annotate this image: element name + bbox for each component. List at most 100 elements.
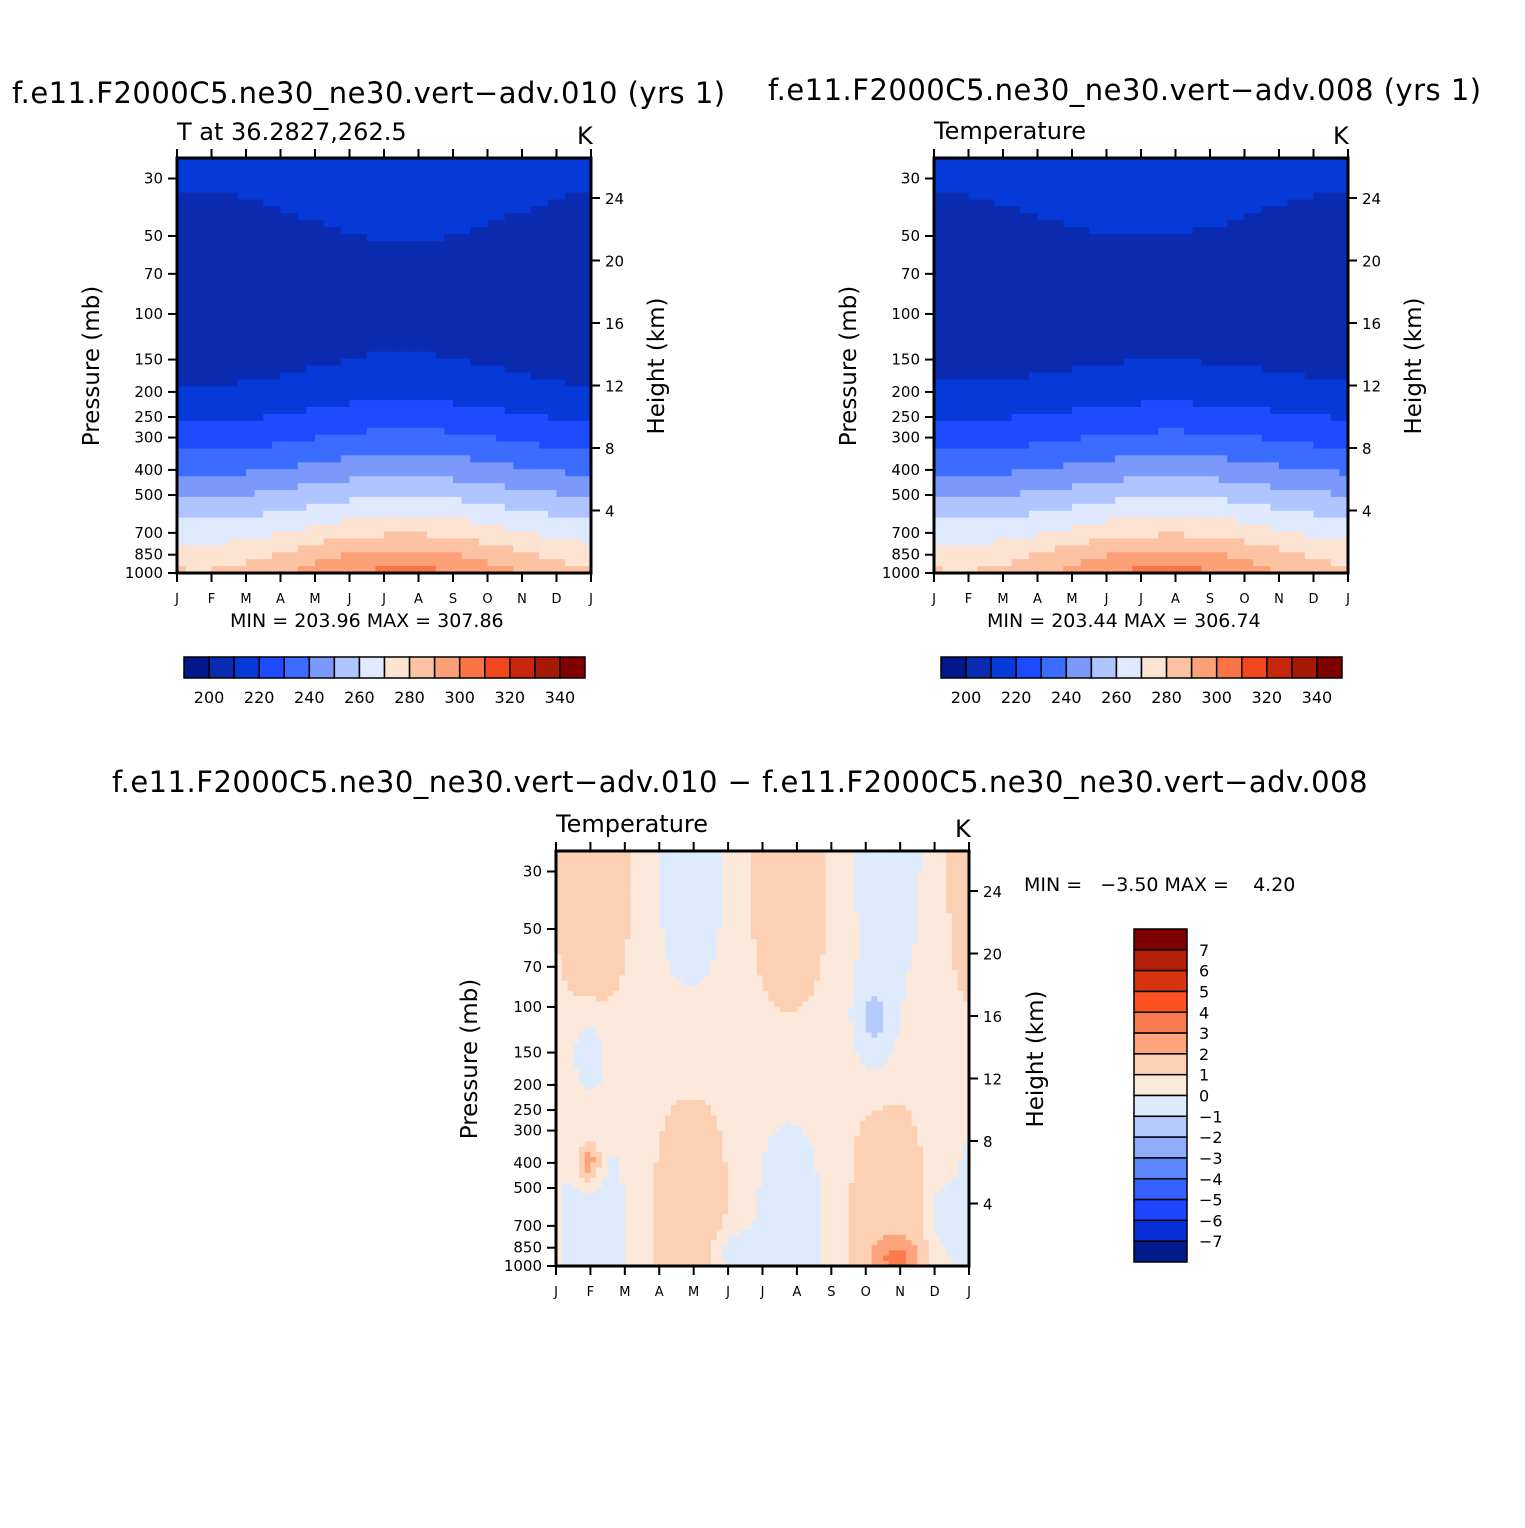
right-panel-cell	[1011, 261, 1021, 270]
left-panel-cell	[194, 393, 204, 401]
left-panel-cell	[478, 462, 489, 470]
right-panel-cell	[1227, 441, 1237, 450]
right-panel-cell	[934, 407, 944, 415]
left-panel-cell	[246, 358, 256, 367]
left-panel-cell	[556, 220, 566, 228]
right-panel-cell	[1218, 455, 1228, 463]
left-panel-cell	[263, 241, 273, 249]
left-panel-cell	[504, 213, 514, 221]
left-panel-cell	[177, 462, 187, 470]
right-panel-cell	[942, 234, 952, 242]
right-panel-cell	[985, 455, 995, 463]
right-panel-cell	[1141, 372, 1151, 380]
left-panel-cell	[246, 434, 256, 443]
left-panel-cell	[366, 227, 376, 235]
left-panel-cell	[418, 407, 428, 415]
left-panel-cell	[340, 330, 351, 339]
left-panel-cell	[177, 268, 187, 277]
left-panel-cell	[435, 324, 445, 332]
left-panel-cell	[384, 407, 394, 415]
right-panel-cell	[1218, 171, 1228, 180]
left-panel-cell	[496, 566, 506, 574]
right-panel-cell	[1235, 261, 1246, 270]
right-panel-cell	[951, 420, 961, 429]
left-panel-cell	[444, 566, 454, 574]
left-panel-cell	[202, 552, 213, 560]
left-panel-cell	[409, 303, 420, 311]
left-panel-cell	[539, 171, 549, 180]
left-panel-cell	[547, 296, 558, 304]
right-panel-cell	[1097, 158, 1108, 166]
right-panel-cell	[959, 379, 970, 387]
left-panel-cell	[384, 552, 394, 560]
left-panel-cell	[358, 427, 368, 436]
left-panel-cell	[177, 503, 187, 512]
left-panel-cell	[565, 538, 575, 546]
left-panel-cell	[461, 503, 471, 512]
right-panel-cell	[1028, 324, 1039, 332]
left-panel-cell	[237, 503, 247, 512]
left-panel-cell	[375, 268, 385, 277]
left-panel-cell	[582, 234, 592, 242]
left-panel-cell	[315, 351, 325, 360]
left-panel-cell	[246, 503, 256, 512]
left-panel-cell	[556, 268, 566, 277]
left-panel-cell	[444, 531, 454, 540]
right-panel-cell	[1046, 268, 1056, 277]
right-panel-cell	[1322, 206, 1332, 214]
left-panel-cell	[384, 538, 394, 546]
left-panel-cell	[375, 158, 385, 166]
left-panel-cell	[246, 531, 256, 540]
left-panel-cell	[418, 545, 428, 553]
right-panel-cell	[1322, 344, 1332, 353]
right-panel-cell	[1011, 324, 1021, 332]
right-panel-cell	[1192, 282, 1202, 291]
left-panel-cell	[513, 268, 523, 277]
left-panel-cell	[315, 413, 325, 422]
right-panel-cell	[1218, 268, 1228, 277]
left-panel-cell	[254, 420, 264, 429]
right-panel-cell	[1037, 234, 1047, 242]
right-panel-cell	[951, 213, 961, 221]
left-panel-cell	[228, 372, 238, 380]
right-panel-cell	[1011, 213, 1021, 221]
right-panel-cell	[1322, 420, 1332, 429]
left-panel-cell	[271, 310, 282, 318]
left-panel-cell	[332, 531, 342, 540]
left-panel-cell	[177, 559, 187, 567]
left-panel-cell	[513, 483, 523, 491]
right-panel-cell	[1287, 441, 1297, 450]
left-panel-cell	[470, 358, 480, 367]
left-panel-cell	[177, 379, 187, 387]
right-panel-cell	[1201, 344, 1211, 353]
left-panel-cell	[315, 559, 325, 567]
right-panel-cell	[959, 434, 970, 443]
right-panel-cell	[1106, 365, 1116, 374]
left-panel-cell	[220, 234, 230, 242]
left-panel-cell	[470, 171, 480, 180]
right-panel-cell	[1270, 199, 1280, 208]
right-panel-cell	[1080, 400, 1090, 408]
right-panel-cell	[1210, 206, 1220, 214]
left-panel-cell	[530, 365, 540, 374]
left-panel-cell	[530, 164, 540, 173]
left-panel-cell	[547, 330, 558, 339]
right-panel-cell	[1166, 420, 1177, 429]
right-panel-cell	[977, 400, 987, 408]
left-panel-cell	[392, 441, 402, 450]
right-panel-cell	[1313, 303, 1323, 311]
right-panel-cell	[1115, 158, 1125, 166]
right-panel-cell	[1028, 268, 1039, 277]
left-panel-cell	[435, 524, 445, 533]
left-panel-cell	[513, 552, 523, 560]
right-panel-cell	[1287, 296, 1297, 304]
left-panel-cell	[461, 282, 471, 291]
right-panel-cell	[994, 324, 1004, 332]
right-panel-cell	[1063, 337, 1073, 346]
left-panel-cell	[444, 358, 454, 367]
left-panel-cell	[444, 407, 454, 415]
right-panel-cell	[1253, 275, 1263, 284]
left-panel-cell	[418, 220, 428, 228]
right-panel-cell	[985, 289, 995, 297]
left-panel-cell	[194, 441, 204, 450]
